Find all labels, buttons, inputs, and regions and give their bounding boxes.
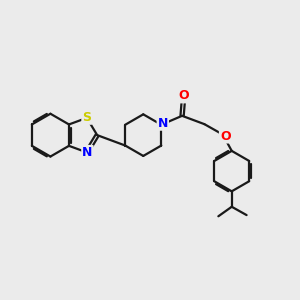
Text: N: N xyxy=(82,146,93,159)
Text: N: N xyxy=(158,117,168,130)
Text: O: O xyxy=(178,89,189,102)
Text: S: S xyxy=(82,111,91,124)
Text: O: O xyxy=(220,130,230,142)
